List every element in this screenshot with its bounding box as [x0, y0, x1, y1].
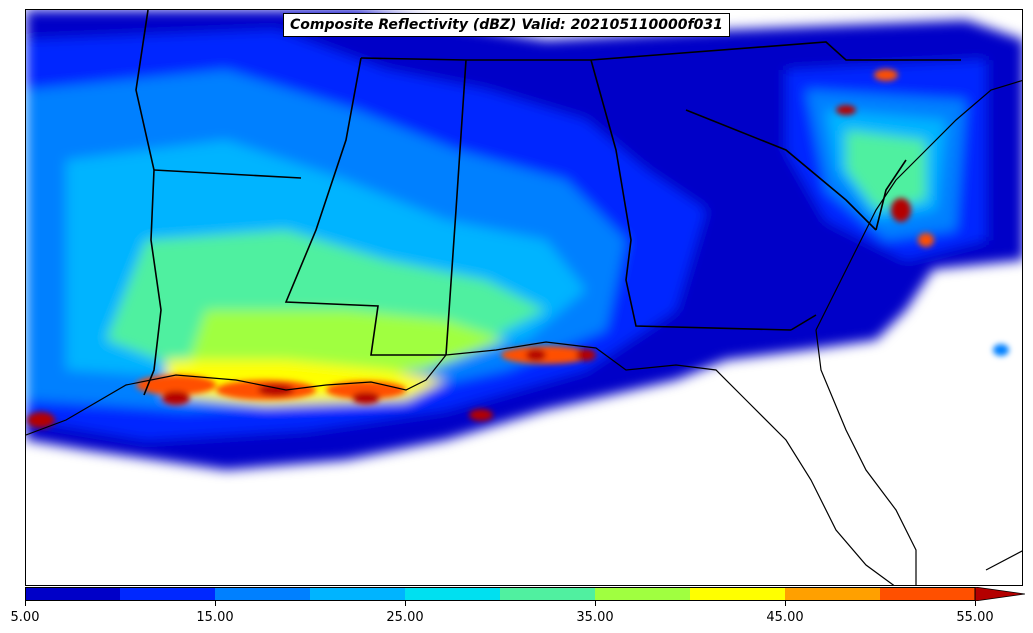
colorbar-bin-15: [215, 587, 311, 601]
colorbar-bin-25: [405, 587, 501, 601]
colorbar-tick-mark: [405, 601, 406, 606]
colorbar-bin-30: [500, 587, 596, 601]
coastline: [26, 79, 1022, 585]
radar-map: [25, 9, 1023, 586]
colorbar-bin-35: [595, 587, 691, 601]
colorbar-tick-mark: [595, 601, 596, 606]
colorbar-tick-mark: [25, 601, 26, 606]
colorbar-outline: [25, 587, 976, 601]
colorbar-tick-mark: [975, 601, 976, 606]
colorbar-tick-label: 5.00: [10, 610, 40, 625]
colorbar-bin-40: [690, 587, 786, 601]
state-boundaries: [135, 10, 961, 396]
colorbar-bin-50: [880, 587, 976, 601]
colorbar-tick-mark: [785, 601, 786, 606]
colorbar-extend-max: [974, 587, 1025, 601]
colorbar-bin-10: [120, 587, 216, 601]
colorbar-bin-45: [785, 587, 881, 601]
colorbar-tick-label: 55.00: [956, 610, 994, 625]
map-title: Composite Reflectivity (dBZ) Valid: 2021…: [283, 13, 730, 37]
colorbar-bin-5: [25, 587, 121, 601]
map-canvas: [26, 10, 1022, 585]
colorbar-tick-label: 35.00: [576, 610, 614, 625]
colorbar-tick-mark: [215, 601, 216, 606]
colorbar: [25, 587, 1025, 601]
colorbar-tick-label: 45.00: [766, 610, 804, 625]
colorbar-tick-label: 25.00: [386, 610, 424, 625]
colorbar-bin-20: [310, 587, 406, 601]
colorbar-tick-label: 15.00: [196, 610, 234, 625]
